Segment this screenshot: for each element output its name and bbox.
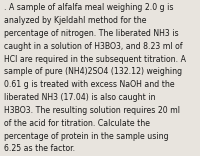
Text: . A sample of alfalfa meal weighing 2.0 g is
analyzed by Kjeldahl method for the: . A sample of alfalfa meal weighing 2.0 … [4, 3, 186, 154]
